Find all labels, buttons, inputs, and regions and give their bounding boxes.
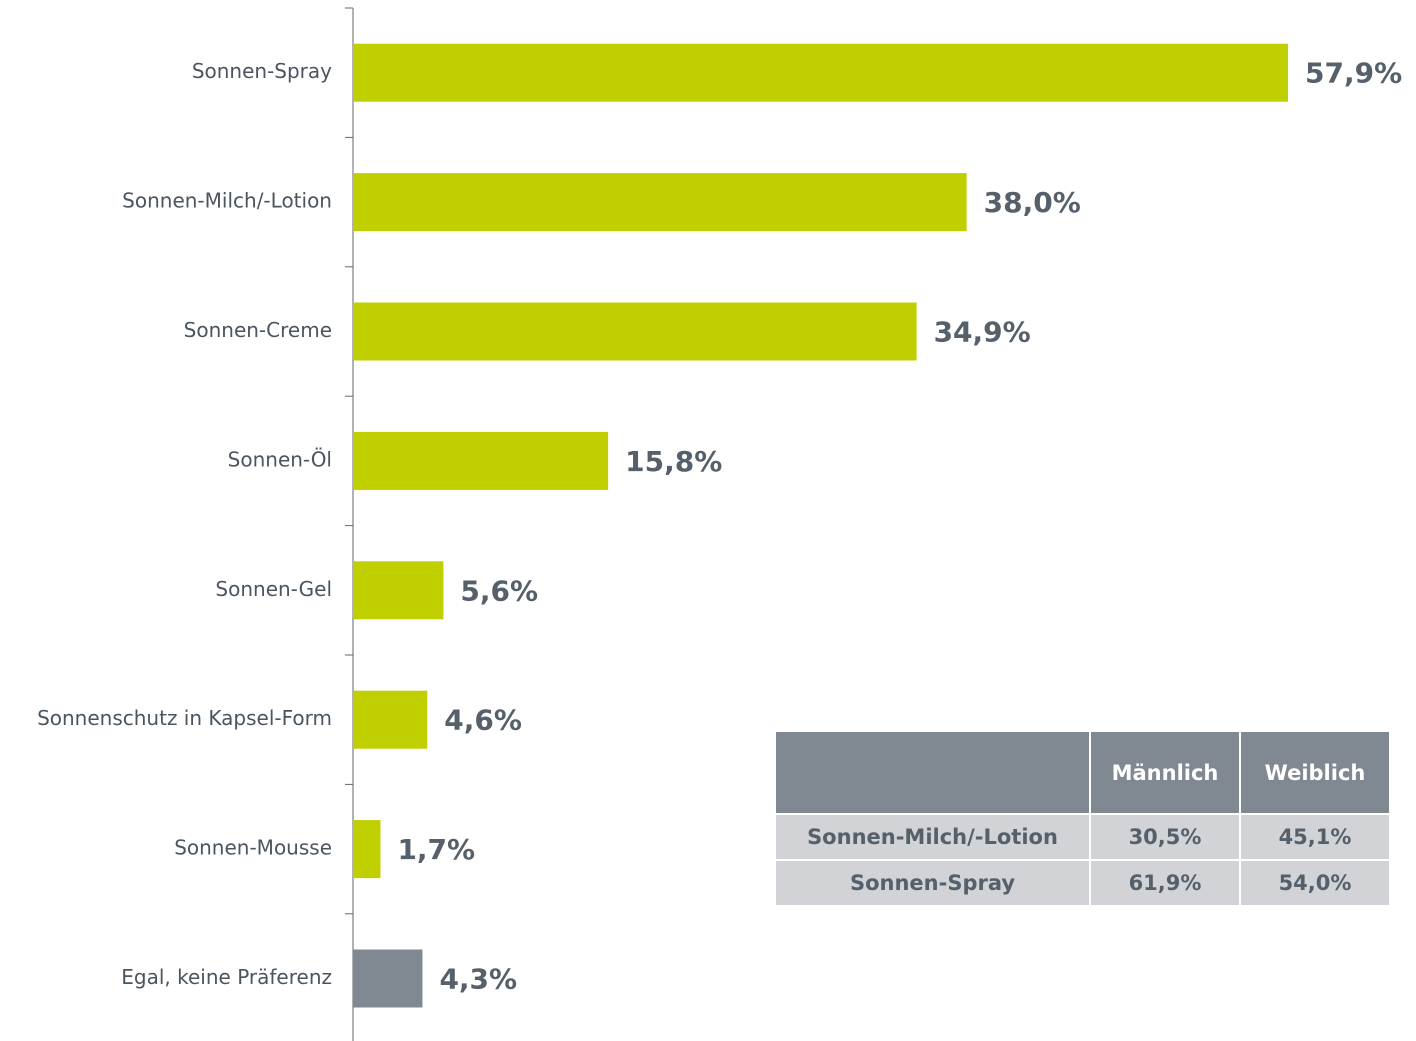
bar bbox=[353, 431, 609, 490]
category-label: Sonnen-Mousse bbox=[174, 836, 332, 860]
value-label: 15,8% bbox=[625, 445, 722, 478]
cell: 61,9% bbox=[1089, 859, 1241, 907]
bar bbox=[353, 820, 381, 879]
value-label: 4,3% bbox=[439, 963, 517, 996]
header-cell: Männlich bbox=[1089, 730, 1241, 815]
category-label: Sonnen-Gel bbox=[215, 577, 332, 601]
row-label: Sonnen-Spray bbox=[774, 859, 1091, 907]
header-cell: Weiblich bbox=[1239, 730, 1391, 815]
value-label: 38,0% bbox=[984, 186, 1081, 219]
bar bbox=[353, 949, 423, 1008]
value-label: 34,9% bbox=[934, 316, 1031, 349]
bar bbox=[353, 173, 967, 232]
value-label: 57,9% bbox=[1305, 57, 1402, 90]
table-header: Männlich Weiblich bbox=[774, 730, 1391, 815]
header-cell bbox=[774, 730, 1091, 815]
category-label: Sonnen-Spray bbox=[192, 59, 332, 83]
table-row: Sonnen-Spray 61,9% 54,0% bbox=[774, 859, 1391, 907]
category-label: Sonnen-Milch/-Lotion bbox=[122, 189, 332, 213]
category-label: Sonnenschutz in Kapsel-Form bbox=[37, 706, 332, 730]
value-label: 5,6% bbox=[460, 574, 538, 607]
value-label: 1,7% bbox=[397, 833, 475, 866]
gender-table: Männlich Weiblich Sonnen-Milch/-Lotion 3… bbox=[774, 730, 1391, 907]
bar bbox=[353, 561, 444, 620]
cell: 54,0% bbox=[1239, 859, 1391, 907]
bar bbox=[353, 43, 1288, 102]
cell: 45,1% bbox=[1239, 813, 1391, 861]
value-label: 4,6% bbox=[444, 704, 522, 737]
bar bbox=[353, 302, 917, 361]
cell: 30,5% bbox=[1089, 813, 1241, 861]
category-label: Egal, keine Präferenz bbox=[121, 965, 332, 989]
category-label: Sonnen-Creme bbox=[184, 318, 332, 342]
row-label: Sonnen-Milch/-Lotion bbox=[774, 813, 1091, 861]
bar bbox=[353, 690, 428, 749]
category-label: Sonnen-Öl bbox=[228, 447, 332, 471]
table-row: Sonnen-Milch/-Lotion 30,5% 45,1% bbox=[774, 813, 1391, 861]
